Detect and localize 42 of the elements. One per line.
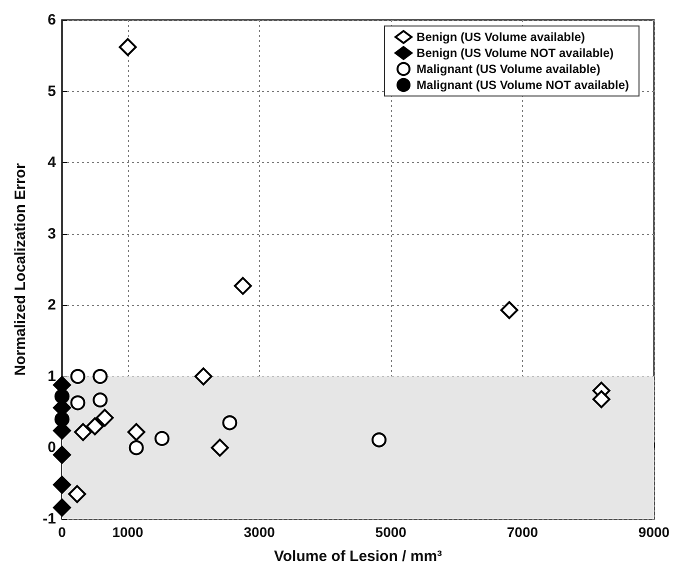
point [154, 430, 170, 446]
y-axis-title: Normalized Localization Error [12, 163, 29, 376]
x-tick-label: 3000 [244, 524, 276, 540]
x-tick-label: 5000 [375, 524, 407, 540]
point [118, 38, 137, 56]
point [234, 276, 252, 295]
point [92, 392, 108, 408]
point [54, 388, 70, 404]
y-tick-label: -1 [42, 510, 56, 528]
y-tick-label: 2 [48, 296, 56, 314]
point [86, 417, 104, 436]
x-axis-title: Volume of Lesion / mm³ [274, 548, 442, 565]
y-tick-label: 4 [48, 154, 57, 172]
point [210, 438, 229, 457]
legend-label: Malignant (US Volume NOT available) [416, 78, 630, 92]
point [70, 368, 86, 384]
point [372, 432, 387, 448]
legend-label: Benign (US Volume NOT available) [416, 46, 614, 60]
x-tick-label: 1000 [112, 524, 144, 540]
point [222, 415, 238, 430]
y-tick-label: 1 [48, 368, 56, 385]
y-tick-label: 6 [48, 12, 56, 28]
y-tick-label: 0 [48, 439, 56, 456]
point [53, 476, 71, 494]
point [74, 423, 92, 442]
point [194, 367, 212, 386]
legend-label: Benign (US Volume available) [416, 30, 586, 44]
y-tick-label: 3 [48, 225, 56, 242]
point [592, 390, 610, 408]
point [92, 368, 108, 384]
y-tick-label: 5 [48, 82, 56, 100]
point [54, 412, 70, 427]
point [128, 440, 144, 456]
point [96, 408, 114, 427]
legend-label: Malignant (US Volume available) [416, 62, 600, 76]
x-tick-label: 7000 [506, 524, 538, 540]
x-tick-label: 9000 [638, 524, 670, 540]
point [68, 485, 86, 504]
point [127, 423, 146, 442]
point [500, 301, 518, 320]
point [70, 395, 86, 410]
x-tick-label: 0 [58, 524, 66, 540]
